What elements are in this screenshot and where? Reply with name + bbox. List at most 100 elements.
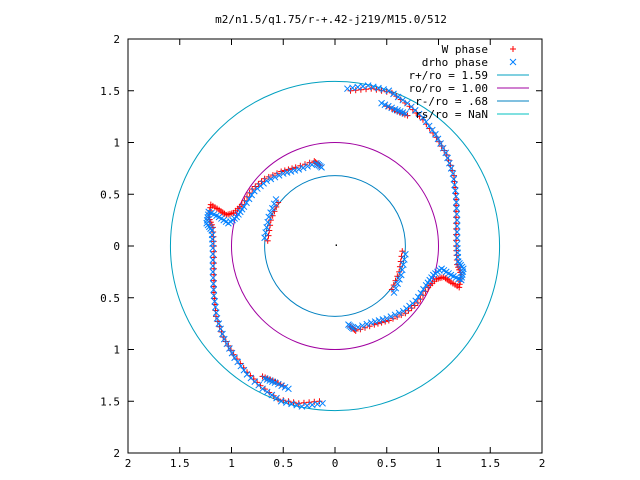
legend-label: drho phase (422, 56, 488, 69)
data-point (262, 229, 270, 236)
data-point (398, 266, 406, 274)
data-point (210, 292, 218, 300)
data-point (272, 196, 280, 203)
data-point (209, 268, 217, 276)
data-point (369, 83, 377, 91)
data-point (275, 172, 283, 179)
y-tick-label: 0.5 (100, 292, 120, 305)
data-point (394, 93, 402, 101)
data-point (318, 163, 325, 171)
y-tick-label: 2 (113, 447, 120, 460)
data-point (278, 382, 286, 390)
data-point (271, 173, 279, 181)
y-tick-label: 1 (113, 137, 120, 150)
x-tick-label: 1.5 (170, 457, 190, 470)
data-point (451, 181, 458, 189)
data-point (425, 122, 433, 130)
data-point (226, 345, 233, 352)
data-point (420, 285, 427, 293)
data-point (453, 228, 461, 236)
chart-title: m2/n1.5/q1.75/r-+.42-j219/M15.0/512 (215, 13, 447, 26)
data-point (245, 195, 253, 203)
data-point (453, 204, 460, 212)
data-point (347, 87, 354, 94)
data-point (316, 398, 323, 405)
data-point (399, 96, 407, 104)
data-point (399, 261, 407, 268)
data-point (432, 130, 439, 138)
data-point (298, 403, 306, 410)
data-point (375, 84, 382, 92)
data-point (390, 90, 397, 98)
x-tick-label: 1 (228, 457, 235, 470)
y-tick-label: 2 (113, 33, 120, 46)
data-point (402, 110, 409, 117)
data-point (213, 315, 221, 322)
data-point (384, 102, 392, 110)
data-point (364, 82, 372, 89)
data-point (395, 309, 403, 317)
legend-label: r+/ro = 1.59 (409, 69, 488, 82)
x-tick-label: 0.5 (273, 457, 293, 470)
legend-marker (510, 46, 516, 52)
data-point (451, 172, 458, 179)
data-point (243, 199, 250, 207)
data-point (453, 198, 460, 206)
data-point (280, 397, 287, 404)
data-point (261, 234, 268, 242)
data-point (308, 161, 316, 169)
data-point (397, 271, 405, 279)
data-point (446, 159, 453, 167)
data-point (378, 99, 385, 107)
data-point (263, 177, 271, 185)
data-point (391, 311, 399, 319)
data-point (267, 175, 275, 183)
data-point (375, 317, 383, 324)
data-point (228, 349, 236, 357)
y-tick-label: 1.5 (100, 85, 120, 98)
data-point (211, 298, 219, 305)
data-point (248, 191, 256, 199)
data-point (237, 362, 245, 370)
x-tick-label: 2 (125, 457, 132, 470)
axis-ticks: 2 1.5 1 0.5 0 0.5 1 1.5 221.510.500.511.52 (100, 33, 545, 470)
data-point (219, 330, 226, 338)
data-point (352, 87, 359, 94)
data-point (304, 162, 311, 170)
data-point (265, 213, 273, 221)
data-point (422, 118, 430, 126)
data-point (283, 169, 291, 176)
data-point (283, 399, 290, 406)
data-points (203, 82, 467, 410)
data-point (234, 358, 242, 366)
data-point (209, 274, 217, 282)
data-point (295, 166, 303, 173)
data-point (379, 316, 387, 323)
data-point (209, 262, 217, 270)
data-point (215, 320, 223, 327)
x-tick-label: 1.5 (480, 457, 500, 470)
data-point (212, 309, 220, 317)
data-point (396, 268, 403, 275)
data-point (287, 168, 295, 175)
data-point (311, 398, 318, 405)
data-point (288, 400, 295, 408)
data-point (291, 167, 299, 174)
data-point (422, 281, 430, 289)
data-point (399, 307, 407, 315)
data-point (388, 104, 396, 112)
y-tick-label: 0 (113, 240, 120, 253)
data-point (400, 256, 408, 263)
data-point (383, 88, 390, 95)
data-point (281, 383, 289, 391)
data-point (264, 237, 271, 244)
data-point (453, 210, 461, 218)
data-point (299, 164, 307, 172)
data-point (439, 144, 447, 152)
data-point (270, 200, 278, 208)
data-point (231, 354, 238, 362)
y-tick-label: 1.5 (100, 395, 120, 408)
data-point (268, 391, 276, 399)
x-tick-label: 1 (435, 457, 442, 470)
